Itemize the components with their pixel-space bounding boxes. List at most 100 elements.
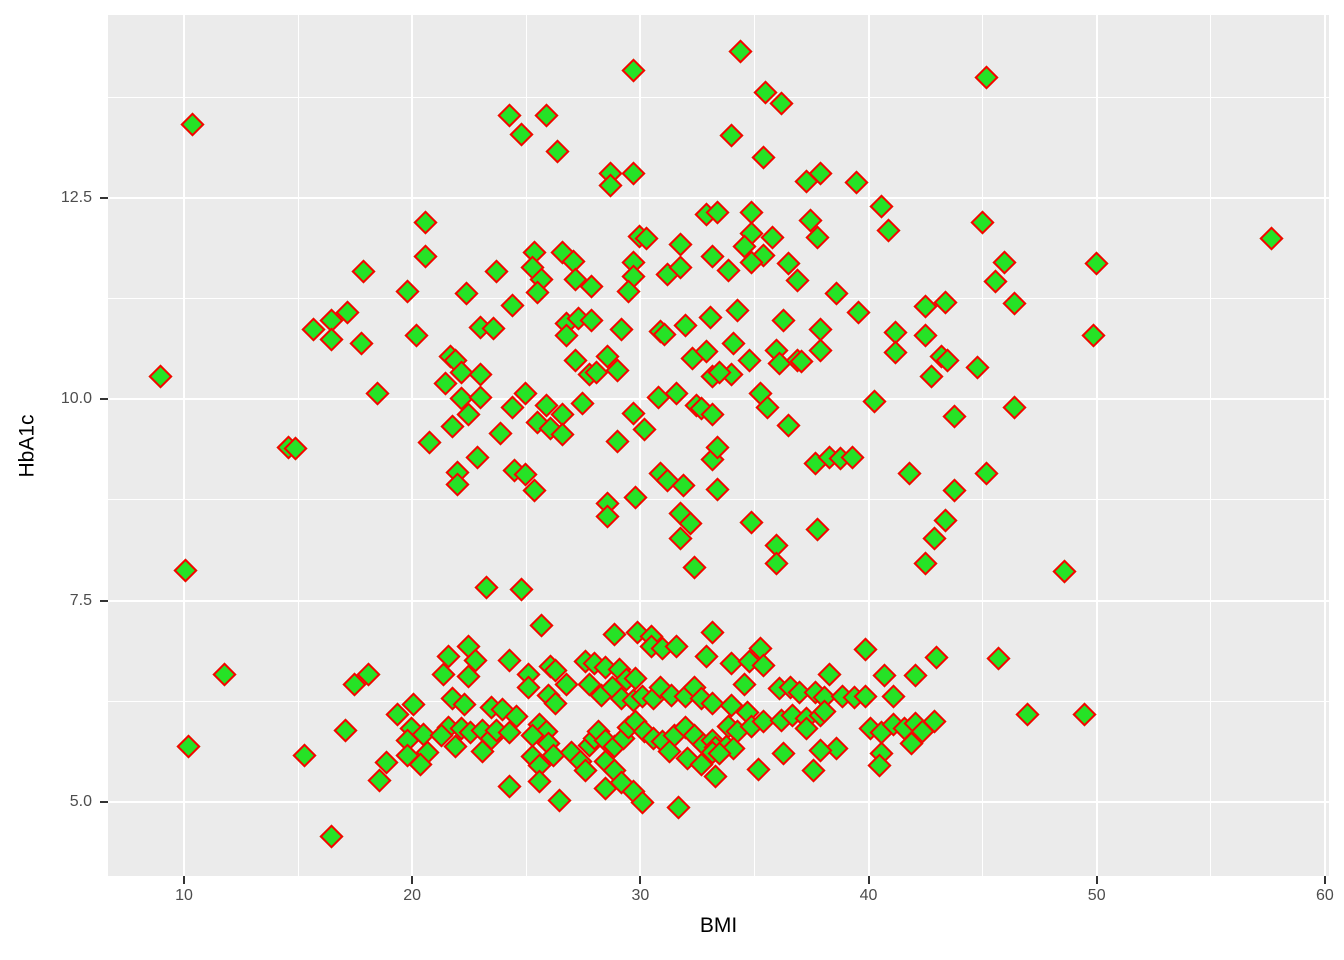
data-point (547, 788, 572, 813)
x-tick-mark (182, 876, 185, 884)
data-point (746, 757, 771, 782)
y-tick-label: 12.5 (60, 188, 92, 206)
data-point (148, 364, 173, 389)
data-point (876, 218, 901, 243)
minor-gridline (753, 15, 755, 876)
x-tick-mark (639, 876, 642, 884)
data-point (609, 317, 634, 342)
x-tick-label: 10 (175, 887, 193, 904)
data-point (534, 103, 559, 128)
data-point (897, 461, 922, 486)
data-point (623, 485, 648, 510)
data-point (292, 743, 317, 768)
data-point (497, 774, 522, 799)
data-point (488, 421, 513, 446)
major-gridline (639, 15, 642, 876)
data-point (881, 684, 906, 709)
y-tick-label: 10.0 (60, 390, 92, 408)
data-point (974, 65, 999, 90)
y-axis-title-area: HbA1c (12, 15, 42, 876)
data-point (319, 824, 344, 849)
x-tick-mark (1323, 876, 1326, 884)
data-point (716, 258, 741, 283)
data-point (693, 644, 719, 669)
data-point (817, 662, 842, 687)
y-tick-label: 5.0 (69, 792, 92, 810)
y-tick-label: 7.5 (69, 591, 92, 609)
data-point (776, 413, 801, 438)
data-point (719, 123, 744, 148)
data-point (176, 734, 201, 759)
minor-gridline (525, 15, 527, 876)
data-point (454, 281, 479, 306)
data-point (474, 575, 499, 600)
data-point (666, 795, 691, 820)
data-point (602, 622, 627, 647)
data-point (721, 331, 746, 356)
data-point (673, 313, 698, 338)
data-point (570, 391, 595, 416)
y-tick-mark (100, 599, 108, 602)
data-point (739, 200, 764, 225)
minor-gridline (1210, 15, 1212, 876)
major-gridline (411, 15, 414, 876)
data-point (1081, 323, 1106, 348)
data-point (1002, 291, 1027, 316)
x-tick-mark (867, 876, 870, 884)
data-point (824, 281, 849, 306)
data-point (620, 161, 646, 186)
data-point (705, 477, 730, 502)
x-tick-label: 40 (859, 887, 878, 904)
data-point (413, 244, 438, 269)
data-point (431, 662, 456, 687)
data-point (737, 347, 762, 373)
major-gridline (1095, 15, 1098, 876)
data-point (771, 741, 796, 766)
data-point (974, 461, 999, 486)
data-point (933, 290, 958, 315)
plot-area (108, 15, 1329, 876)
data-point (913, 551, 938, 576)
data-point (664, 381, 689, 406)
data-point (509, 122, 534, 147)
data-point (986, 646, 1011, 671)
data-point (862, 389, 887, 414)
major-gridline (108, 800, 1329, 803)
data-point (417, 430, 442, 455)
data-point (497, 648, 522, 673)
data-point (771, 308, 796, 333)
data-point (1084, 251, 1109, 276)
major-gridline (182, 15, 185, 876)
y-tick-mark (100, 196, 108, 199)
data-point (529, 613, 554, 638)
data-point (545, 139, 570, 164)
data-point (853, 637, 878, 662)
minor-gridline (108, 298, 1329, 299)
data-point (668, 232, 693, 257)
data-point (970, 210, 995, 235)
x-axis-title: BMI (699, 914, 738, 937)
data-point (620, 58, 646, 83)
data-point (664, 634, 689, 659)
minor-gridline (108, 96, 1329, 98)
data-point (965, 355, 990, 380)
data-point (924, 645, 949, 670)
data-point (646, 385, 671, 410)
data-point (333, 718, 358, 743)
data-point (509, 577, 534, 602)
minor-gridline (982, 15, 984, 876)
data-point (413, 210, 438, 235)
data-point (468, 362, 493, 387)
data-point (883, 340, 908, 365)
y-axis-title: HbA1c (15, 414, 39, 478)
data-point (844, 169, 869, 195)
major-gridline (1323, 15, 1326, 876)
x-tick-label: 60 (1315, 887, 1334, 904)
data-point (682, 555, 707, 580)
data-point (527, 769, 552, 794)
data-point (805, 517, 830, 542)
data-point (1052, 559, 1077, 584)
data-point (728, 39, 753, 64)
data-point (212, 662, 237, 687)
